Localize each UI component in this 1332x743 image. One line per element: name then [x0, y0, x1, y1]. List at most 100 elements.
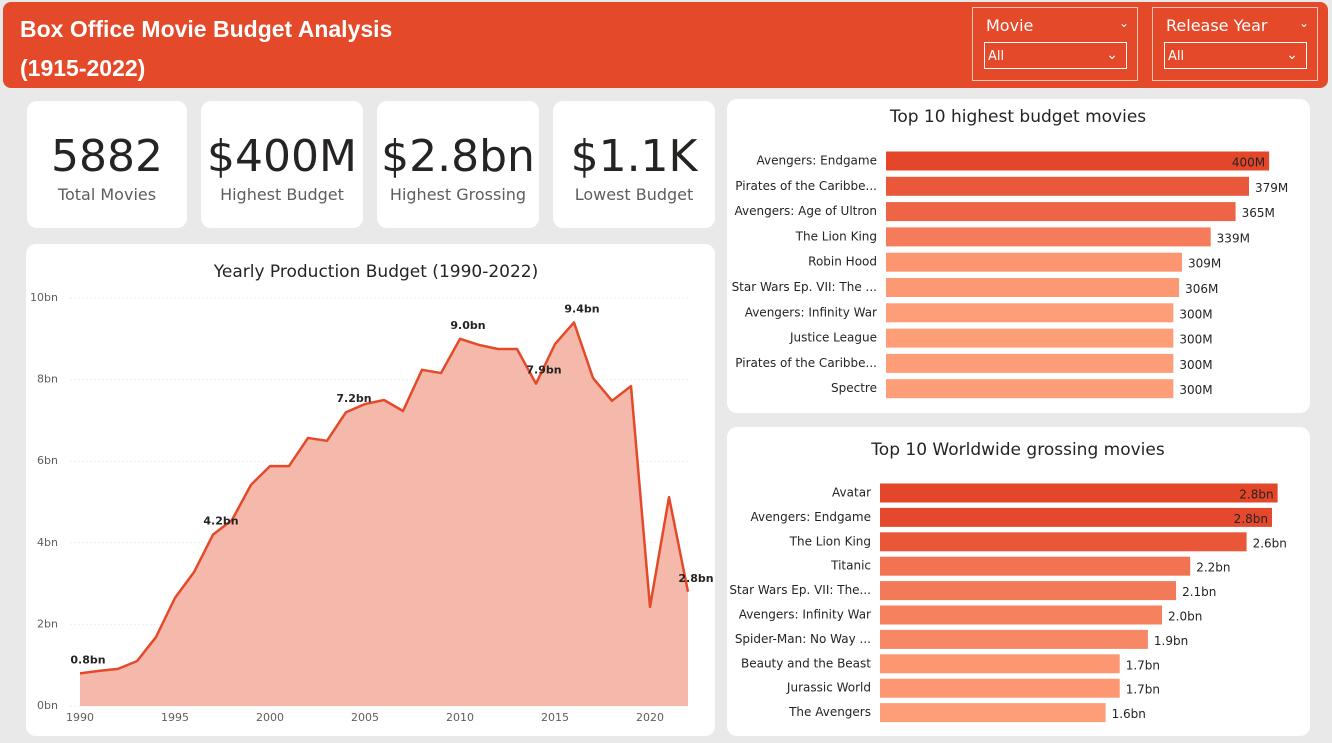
bar — [886, 227, 1211, 247]
line — [79, 321, 690, 675]
x-tick-label: 1995 — [161, 711, 189, 724]
category-label: Titanic — [830, 559, 871, 573]
category-label: Spider-Man: No Way ... — [735, 632, 871, 646]
category-label: Robin Hood — [808, 255, 877, 269]
bar — [880, 483, 1278, 503]
dropdown-value: All — [988, 49, 1005, 64]
category-label: Avengers: Age of Ultron — [735, 204, 877, 218]
x-tick-label: 2000 — [256, 711, 284, 724]
dropdown[interactable]: All ⌄ — [1164, 42, 1307, 69]
data-label: 2.6bn — [1253, 536, 1287, 550]
kpi-label: Highest Grossing — [389, 185, 527, 204]
bar — [886, 151, 1270, 171]
x-tick-label: 2020 — [636, 711, 664, 724]
data-label: 400M — [1232, 156, 1265, 170]
filter[interactable]: Release Year ⌄ All ⌄ — [1152, 7, 1318, 81]
category-label: The Avengers — [788, 705, 871, 719]
y-tick-label: 8bn — [37, 373, 58, 386]
y-tick-label: 10bn — [30, 291, 58, 304]
header-bar — [3, 2, 1328, 88]
bar — [880, 556, 1191, 576]
kpi-card: $2.8bn Highest Grossing — [377, 101, 539, 228]
bar — [880, 507, 1272, 527]
category-label: Avengers: Infinity War — [739, 608, 871, 622]
category-label: Spectre — [831, 381, 877, 395]
bar — [886, 353, 1174, 373]
data-label: 306M — [1185, 282, 1218, 296]
chevron: ⌄ — [1118, 16, 1129, 30]
data-label: 2.8bn — [1234, 512, 1268, 526]
data-label: 365M — [1242, 206, 1275, 220]
bar — [886, 328, 1174, 348]
chevron: ⌄ — [1286, 47, 1298, 63]
bar — [886, 252, 1182, 272]
y-tick-label: 2bn — [37, 617, 58, 630]
kpi-label: Total Movies — [57, 185, 157, 204]
bar — [880, 629, 1148, 649]
y-tick-label: 0bn — [37, 699, 58, 712]
bar — [886, 303, 1174, 323]
data-label: 379M — [1255, 181, 1288, 195]
x-tick-label: 2005 — [351, 711, 379, 724]
kpi-label: Highest Budget — [220, 185, 344, 204]
category-label: Justice League — [789, 331, 877, 345]
category-label: Star Wars Ep. VII: The... — [729, 583, 871, 597]
kpi-label: Lowest Budget — [574, 185, 694, 204]
x-tick-label: 1990 — [66, 711, 94, 724]
data-label: 2.2bn — [1196, 561, 1230, 575]
bar — [886, 379, 1174, 399]
data-label: 7.2bn — [336, 392, 371, 405]
category-label: Avengers: Endgame — [757, 154, 878, 168]
chart-title: Top 10 highest budget movies — [889, 107, 1146, 127]
data-label: 7.9bn — [526, 364, 561, 377]
data-label: 300M — [1179, 333, 1212, 347]
data-label: 9.0bn — [450, 319, 485, 332]
data-label: 2.1bn — [1182, 585, 1216, 599]
data-label: 1.7bn — [1126, 658, 1160, 672]
filter[interactable]: Movie ⌄ All ⌄ — [972, 7, 1138, 81]
category-label: Beauty and the Beast — [741, 656, 871, 670]
kpi-value: $1.1K — [570, 131, 698, 182]
chevron: ⌄ — [1298, 16, 1309, 30]
data-label: 2.0bn — [1168, 610, 1202, 624]
data-label: 300M — [1179, 307, 1212, 321]
data-label: 1.7bn — [1126, 683, 1160, 697]
area — [80, 322, 688, 706]
x-tick-label: 2015 — [541, 711, 569, 724]
data-label: 1.6bn — [1112, 707, 1146, 721]
category-label: Pirates of the Caribbe... — [735, 356, 877, 370]
bar — [886, 278, 1180, 297]
bar — [880, 703, 1106, 723]
data-label: 1.9bn — [1154, 634, 1188, 648]
y-tick-label: 4bn — [37, 536, 58, 549]
category-label: Avengers: Endgame — [751, 510, 872, 524]
data-label: 2.8bn — [678, 572, 713, 585]
x-tick-label: 2010 — [446, 711, 474, 724]
chart-title: Top 10 Worldwide grossing movies — [870, 440, 1165, 460]
bar — [880, 605, 1162, 625]
category-label: Avengers: Infinity War — [745, 305, 877, 319]
bar — [886, 202, 1236, 222]
chevron: ⌄ — [1106, 47, 1118, 63]
category-label: Jurassic World — [786, 681, 871, 695]
category-label: Avatar — [832, 486, 871, 500]
y-tick-label: 6bn — [37, 454, 58, 467]
data-label: 0.8bn — [70, 653, 105, 666]
dropdown[interactable]: All ⌄ — [984, 42, 1127, 69]
bar — [886, 176, 1249, 196]
kpi-value: $2.8bn — [381, 131, 535, 182]
data-label: 309M — [1188, 257, 1221, 271]
data-label: 339M — [1217, 231, 1250, 245]
kpi-value: 5882 — [51, 131, 163, 182]
kpi-value: $400M — [207, 131, 357, 182]
kpi-card: $1.1K Lowest Budget — [553, 101, 715, 228]
data-label: 300M — [1179, 383, 1212, 397]
bar — [880, 678, 1120, 698]
filter-label: Movie — [986, 16, 1034, 35]
filter-label: Release Year — [1166, 16, 1268, 35]
dashboard-title: Box Office Movie Budget Analysis (1915-2… — [20, 16, 393, 81]
dropdown-value: All — [1168, 49, 1185, 64]
bar — [880, 581, 1177, 601]
